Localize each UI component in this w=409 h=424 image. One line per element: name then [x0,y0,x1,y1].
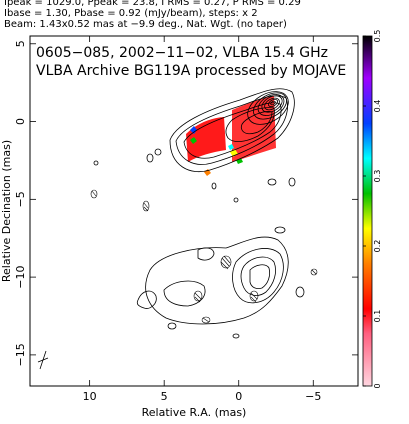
colorbar-tick-label: 0.4 [373,100,382,113]
y-tick-label: 0 [14,118,27,125]
colorbar-ticks: 0 0.1 0.2 0.3 0.4 0.5 [363,30,382,389]
colorbar-tick-label: 0 [373,383,382,388]
contours-negative [90,189,318,324]
colorbar-tick-label: 0.5 [373,30,382,43]
pol-patch-left [186,117,226,162]
beam-marker [37,350,49,370]
x-axis-label: Relative R.A. (mas) [142,406,247,419]
y-ticks: 5 0 −5 −10 −15 [14,40,358,366]
pol-dot-blue [190,126,197,134]
colorbar-tick-label: 0.3 [373,170,382,183]
colorbar-tick-label: 0.1 [373,310,382,323]
contour-map [37,88,318,370]
contours-jet [93,88,296,234]
pol-patch-center [232,96,276,162]
x-ticks: 10 5 0 −5 [83,36,321,403]
header-line-1: Ipeak = 1029.0, Ppeak = 23.8, I RMS = 0.… [4,0,301,8]
y-tick-label: −5 [14,191,27,207]
y-tick-label: 5 [14,40,27,47]
chart-title-line-2: VLBA Archive BG119A processed by MOJAVE [36,63,346,79]
y-axis-label: Relative Decination (mas) [0,140,13,282]
pol-dot-green [190,137,197,144]
y-tick-label: −15 [14,343,27,366]
colorbar-tick-label: 0.2 [373,240,382,253]
chart-title-line-1: 0605−085, 2002−11−02, VLBA 15.4 GHz [36,45,328,61]
x-tick-label: 5 [161,390,168,403]
header-line-3: Beam: 1.43x0.52 mas at −9.9 deg., Nat. W… [4,19,287,30]
plot-frame [29,35,359,387]
contours-south [136,236,305,339]
pol-dot-cyan [228,144,234,150]
y-tick-label: −10 [14,266,27,289]
x-tick-label: 10 [83,390,97,403]
x-tick-label: −5 [305,390,321,403]
header-line-2: Ibase = 1.30, Pbase = 0.92 (mJy/beam), s… [4,8,258,19]
colorbar [362,35,373,387]
x-tick-label: 0 [235,390,242,403]
